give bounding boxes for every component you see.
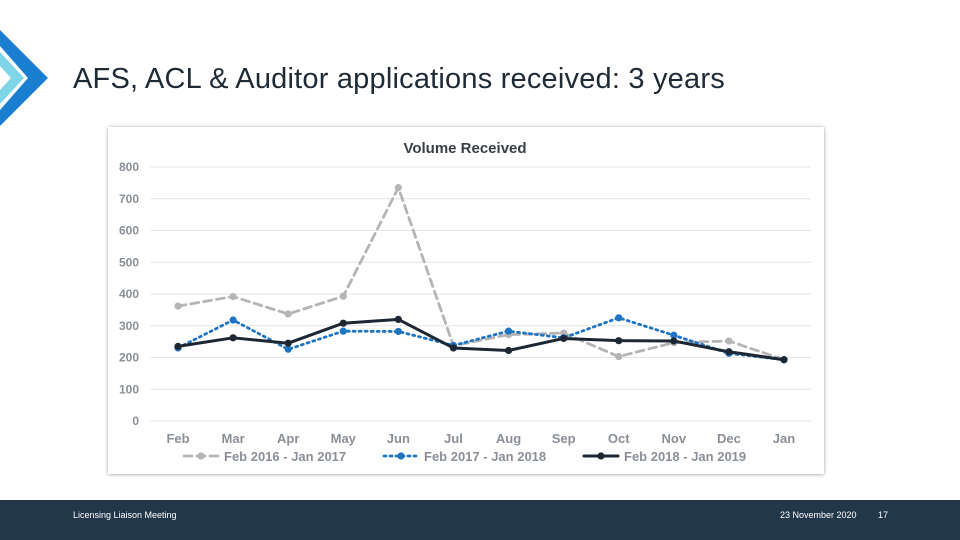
data-point-series-3	[560, 334, 568, 343]
data-point-series-3	[670, 337, 678, 345]
series-line-2	[176, 316, 786, 362]
x-tick-label: May	[331, 431, 357, 446]
y-tick-label: 800	[119, 160, 139, 174]
data-point-series-1	[615, 352, 623, 361]
data-point-series-3	[229, 334, 237, 342]
legend-label-1: Feb 2016 - Jan 2017	[224, 449, 346, 464]
y-tick-label: 200	[119, 351, 139, 365]
footer-meeting-name: Licensing Liaison Meeting	[73, 510, 177, 520]
legend-label-3: Feb 2018 - Jan 2019	[624, 449, 746, 464]
data-point-series-2	[615, 314, 623, 322]
data-point-series-3	[780, 356, 788, 364]
x-tick-label: Jun	[387, 431, 410, 446]
data-point-series-3	[504, 346, 513, 355]
x-tick-label: Mar	[222, 431, 245, 446]
data-point-series-3	[174, 342, 182, 350]
y-tick-label: 0	[132, 414, 139, 428]
footer-date: 23 November 2020	[780, 510, 857, 520]
y-tick-label: 400	[119, 287, 139, 301]
y-tick-label: 300	[119, 319, 139, 333]
x-tick-label: Nov	[662, 431, 687, 446]
data-point-series-1	[725, 337, 733, 345]
legend-marker-3	[597, 452, 605, 460]
data-point-series-3	[339, 319, 347, 327]
data-point-series-3	[725, 348, 733, 356]
line-chart: Volume Received 0 100 200 300 400 500 600 700 800…	[119, 140, 811, 464]
x-tick-label: Feb	[166, 431, 189, 446]
footer-bar: Licensing Liaison Meeting 23 November 20…	[0, 500, 960, 540]
chevron-dark-shape	[0, 30, 48, 126]
y-tick-label: 100	[119, 382, 139, 396]
footer-page-number: 17	[878, 510, 889, 520]
y-tick-label: 600	[119, 224, 139, 238]
x-tick-label: Dec	[717, 431, 741, 446]
data-point-series-3	[449, 344, 458, 352]
x-tick-label: Jul	[444, 431, 463, 446]
data-point-series-2	[394, 327, 402, 336]
chart-card: Volume Received 0 100 200 300 400 500 600 700 800…	[108, 127, 824, 474]
data-point-series-1	[284, 310, 292, 318]
data-point-series-1	[174, 302, 182, 310]
x-tick-label: Apr	[277, 431, 299, 446]
legend-marker-1	[197, 452, 205, 460]
data-point-series-2	[339, 327, 347, 335]
legend-label-2: Feb 2017 - Jan 2018	[424, 449, 546, 464]
data-point-series-2	[670, 331, 678, 339]
data-point-series-2	[284, 345, 292, 353]
x-tick-label: Aug	[496, 431, 521, 446]
series-line-3	[176, 317, 786, 362]
data-point-series-3	[394, 315, 402, 323]
data-point-series-2	[229, 316, 237, 324]
x-tick-label: Sep	[552, 431, 576, 446]
chevron-decoration	[0, 30, 48, 126]
data-point-series-3	[615, 337, 623, 345]
data-point-series-1	[339, 292, 347, 300]
data-point-series-2	[504, 327, 513, 335]
data-point-series-1	[229, 292, 237, 301]
chart-title: Volume Received	[403, 140, 526, 157]
y-tick-label: 500	[119, 255, 139, 269]
data-point-series-3	[284, 339, 292, 347]
x-tick-label: Jan	[773, 431, 795, 446]
legend-marker-2	[397, 452, 405, 460]
y-tick-label: 700	[119, 192, 139, 206]
series-line-1	[176, 186, 786, 362]
slide-title: AFS, ACL & Auditor applications received…	[73, 63, 725, 95]
data-point-series-1	[394, 184, 402, 192]
x-tick-label: Oct	[608, 431, 630, 446]
chevron-light-shape	[0, 52, 24, 104]
